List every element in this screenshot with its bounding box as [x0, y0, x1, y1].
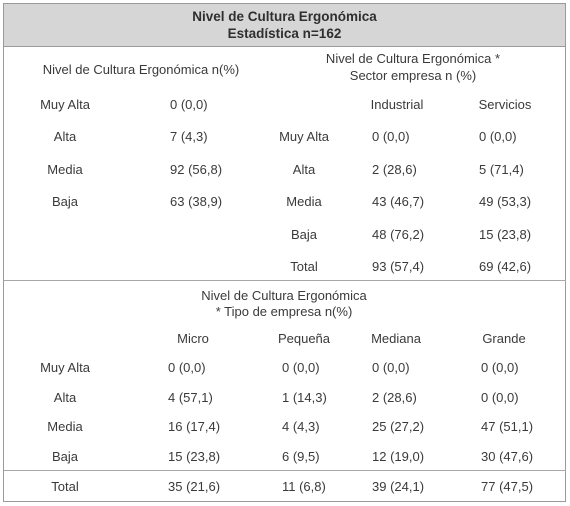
table3-cell: 25 (27,2)	[372, 419, 425, 434]
table1-row-label: Baja	[51, 194, 79, 209]
table1-row-label: Media	[47, 162, 83, 177]
table3-cell: 47 (51,1)	[481, 419, 534, 434]
table2-row-label: Baja	[290, 227, 318, 242]
table-title: Nivel de Cultura Ergonómica	[192, 9, 377, 24]
table2-row-label: Media	[286, 194, 322, 209]
table2-cell: 49 (53,3)	[479, 194, 532, 209]
table3-cell: 0 (0,0)	[481, 360, 519, 375]
table3-row-label: Alta	[53, 390, 77, 405]
table2-cell: 0 (0,0)	[479, 129, 517, 144]
table2-cell: 15 (23,8)	[479, 227, 532, 242]
table-frame: Nivel de Cultura Ergonómica Estadística …	[3, 3, 566, 502]
table3-cell: 15 (23,8)	[168, 449, 221, 464]
table2-row-label: Alta	[292, 162, 316, 177]
table1-row-value: 7 (4,3)	[170, 129, 208, 144]
table2-row-label: Muy Alta	[279, 129, 329, 144]
table3-cell: 0 (0,0)	[168, 360, 206, 375]
table2-cell: 0 (0,0)	[372, 129, 410, 144]
table1-row-value: 92 (56,8)	[170, 162, 223, 177]
table3-cell: 4 (57,1)	[168, 390, 213, 405]
table3-title: Nivel de Cultura Ergonómica	[201, 288, 367, 303]
table1-row-label: Alta	[53, 129, 77, 144]
table2-title: Nivel de Cultura Ergonómica *	[325, 51, 501, 66]
divider-line	[4, 470, 566, 471]
table1-row-label: Muy Alta	[40, 97, 90, 112]
table2-row-label: Total	[290, 259, 318, 274]
table3-cell: 6 (9,5)	[282, 449, 320, 464]
table3-cell: 39 (24,1)	[372, 479, 425, 494]
table2-cell: 93 (57,4)	[372, 259, 425, 274]
table2-col-header: Servicios	[478, 97, 532, 112]
table3-row-label: Baja	[51, 449, 79, 464]
table2-cell: 2 (28,6)	[372, 162, 417, 177]
table3-subtitle: * Tipo de empresa n(%)	[215, 304, 353, 319]
table3-cell: 12 (19,0)	[372, 449, 425, 464]
table1-row-value: 63 (38,9)	[170, 194, 223, 209]
table2-cell: 43 (46,7)	[372, 194, 425, 209]
table3-cell: 0 (0,0)	[481, 390, 519, 405]
table3-cell: 0 (0,0)	[372, 360, 410, 375]
table3-col-header: Micro	[177, 331, 209, 346]
table1-row-value: 0 (0,0)	[170, 97, 208, 112]
table3-col-header: Grande	[482, 331, 526, 346]
table3-row-label: Muy Alta	[40, 360, 90, 375]
table-subtitle: Estadística n=162	[227, 26, 342, 41]
table3-cell: 11 (6,8)	[282, 479, 326, 494]
table3-cell: 4 (4,3)	[282, 419, 320, 434]
table3-cell: 2 (28,6)	[372, 390, 417, 405]
table-header: Nivel de Cultura Ergonómica Estadística …	[4, 4, 565, 47]
table3-cell: 1 (14,3)	[282, 390, 327, 405]
table3-cell: 35 (21,6)	[168, 479, 221, 494]
table2-subtitle: Sector empresa n (%)	[349, 68, 477, 83]
table3-cell: 16 (17,4)	[168, 419, 221, 434]
table2-cell: 48 (76,2)	[372, 227, 425, 242]
table3-cell: 0 (0,0)	[282, 360, 320, 375]
table3-col-header: Mediana	[371, 331, 421, 346]
table3-col-header: Pequeña	[277, 331, 331, 346]
table2-col-header: Industrial	[370, 97, 424, 112]
table3-cell: 77 (47,5)	[481, 479, 534, 494]
table1-title: Nivel de Cultura Ergonómica n(%)	[42, 62, 240, 77]
table3-row-label: Media	[47, 419, 83, 434]
table2-cell: 69 (42,6)	[479, 259, 532, 274]
table3-cell: 30 (47,6)	[481, 449, 534, 464]
table3-row-label: Total	[51, 479, 79, 494]
table2-cell: 5 (71,4)	[479, 162, 524, 177]
divider-line	[4, 280, 566, 281]
